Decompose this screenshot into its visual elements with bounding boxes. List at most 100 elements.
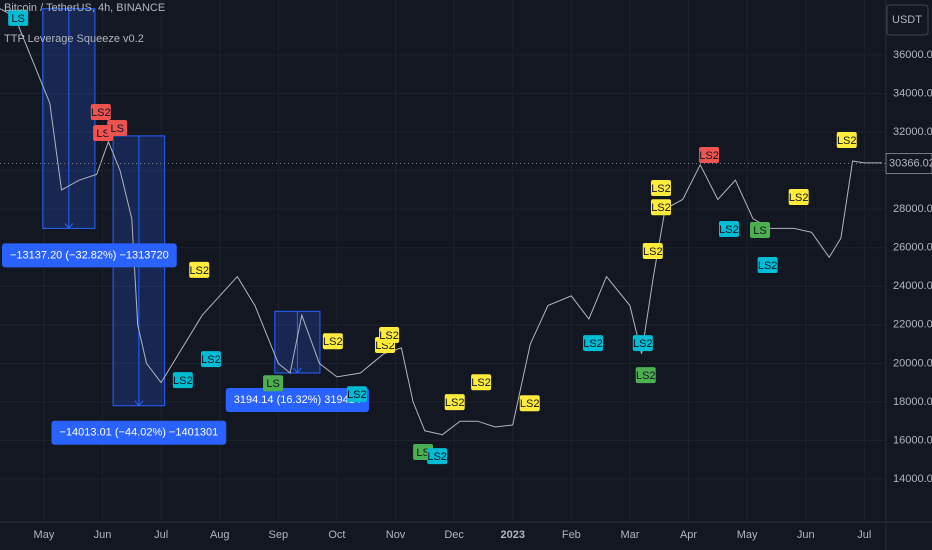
signal-label: LS2	[837, 135, 857, 147]
currency-button[interactable]	[886, 4, 929, 36]
signal-label: LS	[110, 123, 123, 135]
signal-label: LS2	[643, 246, 663, 258]
signal-marker	[90, 103, 111, 120]
signal-marker	[427, 448, 448, 465]
measure-label-bg	[225, 387, 369, 412]
x-tick-label: Mar	[620, 529, 639, 541]
signal-label: LS2	[379, 330, 399, 342]
currency-label[interactable]: USDT	[892, 14, 922, 26]
signal-marker	[200, 351, 221, 368]
signal-marker	[757, 257, 778, 274]
signal-marker	[8, 9, 29, 26]
price-line	[0, 8, 882, 436]
x-tick-label: Oct	[328, 529, 345, 541]
x-tick-label: Dec	[444, 529, 464, 541]
y-tick-label: 32000.00	[893, 126, 932, 138]
signal-marker	[444, 394, 465, 411]
signal-marker	[107, 119, 128, 136]
x-tick-label: Jun	[797, 529, 815, 541]
y-tick-label: 20000.00	[893, 357, 932, 369]
y-tick-label: 18000.00	[893, 396, 932, 408]
x-tick-label: Apr	[680, 529, 697, 541]
x-tick-label: Aug	[210, 529, 230, 541]
indicator-name: TTP Leverage Squeeze v0.2	[4, 33, 144, 45]
signal-label: LS2	[427, 451, 447, 463]
signal-label: LS2	[189, 265, 209, 277]
y-tick-label: 28000.00	[893, 203, 932, 215]
last-price-label: 30366.02	[889, 157, 932, 169]
signal-marker	[519, 395, 540, 412]
x-tick-label: Jun	[94, 529, 112, 541]
y-tick-label: 24000.00	[893, 280, 932, 292]
y-tick-label: 14000.00	[893, 473, 932, 485]
x-tick-label: 2023	[500, 529, 524, 541]
signal-marker	[471, 374, 492, 391]
x-tick-label: May	[737, 529, 758, 541]
signal-marker	[642, 242, 663, 259]
measure-arrowhead	[292, 367, 302, 374]
signal-label: LS2	[583, 338, 603, 350]
signal-marker	[346, 386, 367, 403]
signal-label: LS2	[347, 389, 367, 401]
measure-label: −13137.20 (−32.82%) −1313720	[10, 249, 169, 261]
signal-marker	[263, 375, 284, 392]
y-tick-label: 26000.00	[893, 242, 932, 254]
signal-marker	[750, 221, 771, 238]
signal-label: LS2	[323, 336, 343, 348]
signal-label: LS2	[651, 183, 671, 195]
signal-marker	[632, 335, 653, 352]
x-tick-label: May	[34, 529, 55, 541]
y-tick-label: 34000.00	[893, 87, 932, 99]
y-tick-label: 16000.00	[893, 434, 932, 446]
y-tick-label: 22000.00	[893, 319, 932, 331]
signal-marker	[650, 199, 671, 216]
signal-label: LS2	[173, 375, 193, 387]
signal-label: LS	[11, 13, 24, 25]
signal-marker	[718, 221, 739, 238]
signal-label: LS2	[719, 224, 739, 236]
signal-marker	[635, 367, 656, 384]
signal-marker	[379, 327, 400, 344]
measure-label-bg	[2, 243, 177, 268]
measure-label-bg	[51, 420, 227, 445]
signal-marker	[189, 261, 210, 278]
signal-marker	[172, 372, 193, 389]
signal-marker	[788, 189, 809, 206]
signal-marker	[583, 335, 604, 352]
signal-label: LS2	[445, 397, 465, 409]
signal-label: LS2	[758, 260, 778, 272]
signal-label: LS2	[520, 398, 540, 410]
signal-label: LS2	[91, 107, 111, 119]
signal-label: LS	[416, 447, 429, 459]
signal-label: LS2	[633, 338, 653, 350]
signal-label: LS2	[636, 370, 656, 382]
signal-label: LS	[96, 128, 109, 140]
signal-marker	[699, 146, 720, 163]
signal-label: LS	[753, 225, 766, 237]
measure-label: −14013.01 (−44.02%) −1401301	[60, 427, 219, 439]
x-tick-label: Jul	[154, 529, 168, 541]
plot: −13137.20 (−32.82%) −1313720 −14013.01 (−…	[0, 8, 886, 465]
signal-label: LS2	[789, 192, 809, 204]
measure-label: 3194.14 (16.32%) 319414	[234, 394, 361, 406]
measure-arrowhead	[64, 223, 74, 230]
signal-label: LS2	[699, 150, 719, 162]
axes: 14000.00 16000.00 18000.00 20000.00 22000.00…	[34, 49, 932, 541]
signal-marker	[650, 179, 671, 196]
x-tick-label: Nov	[386, 529, 406, 541]
last-price-tag	[885, 153, 932, 175]
signal-label: LS2	[201, 354, 221, 366]
signal-marker	[322, 333, 343, 350]
signal-label: LS	[266, 378, 279, 390]
chart-title: Bitcoin / TetherUS, 4h, BINANCE	[4, 2, 165, 14]
x-tick-label: Jul	[857, 529, 871, 541]
signal-label: LS2	[651, 202, 671, 214]
signal-label: LS2	[471, 377, 491, 389]
x-tick-label: Sep	[269, 529, 289, 541]
x-tick-label: Feb	[562, 529, 581, 541]
measure-arrowhead	[134, 400, 144, 407]
y-tick-label: 36000.00	[893, 49, 932, 61]
